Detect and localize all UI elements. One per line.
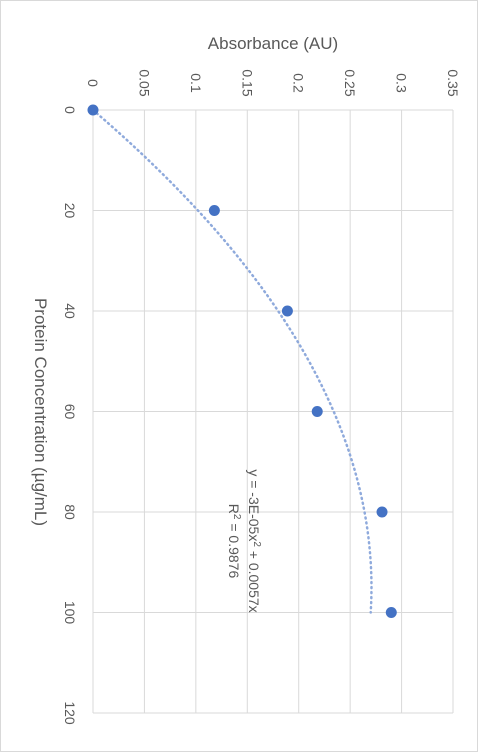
x-tick-label: 0 [62,106,78,114]
y-tick-label: 0.15 [239,69,255,96]
data-point [87,104,99,116]
point-layer [87,104,397,618]
x-tick-label: 60 [62,404,78,420]
y-tick-label: 0.2 [291,73,307,93]
data-point [281,305,293,317]
grid-layer [92,109,454,714]
y-tick-label: 0.35 [445,69,461,96]
trendline-r-squared: R2 = 0.9876 [226,504,243,579]
data-point [311,406,323,417]
y-tick-label: 0 [85,79,101,87]
trendline-layer [91,108,373,614]
data-point [385,607,397,618]
x-tick-label: 100 [62,601,78,625]
equation-base: y = -3E-05x [246,469,262,541]
r2-superscript: 2 [232,514,243,520]
y-axis-title: Absorbance (AU) [208,34,338,53]
y-tick-label: 0.25 [342,69,358,96]
equation-superscript: 2 [252,541,263,547]
x-tick-label: 80 [62,504,78,520]
data-point [376,506,388,518]
y-tick-label: 0.05 [136,69,152,96]
data-point [208,205,220,216]
x-tick-label: 40 [62,303,78,319]
y-tick-label: 0.3 [394,73,410,93]
equation-tail: + 0.0057x [246,547,262,613]
trendline [91,108,373,614]
x-axis-title: Protein Concentration (µg/mL) [31,298,50,526]
tick-label-layer: 0 0.05 0.1 0.15 0.2 0.25 0.3 0.35 0 20 40 60 80 100 12… [62,69,461,725]
x-tick-label: 120 [62,701,78,725]
x-tick-label: 20 [62,203,78,219]
trendline-equation: y = -3E-05x2 + 0.0057x [246,469,263,612]
r2-base: R [226,504,242,514]
y-tick-label: 0.1 [188,73,204,93]
r2-tail: = 0.9876 [226,519,242,578]
